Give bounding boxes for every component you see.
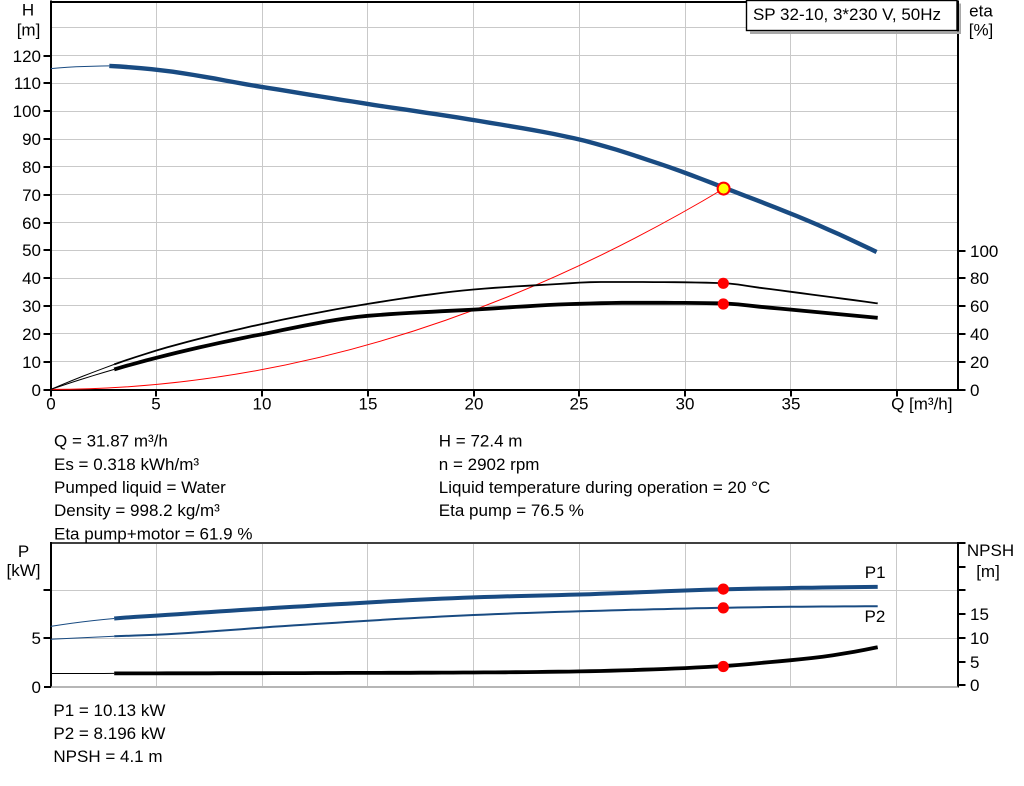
svg-text:P2: P2	[865, 607, 886, 626]
svg-text:5: 5	[970, 653, 979, 672]
svg-text:NPSH: NPSH	[967, 541, 1014, 560]
svg-text:Pumped liquid = Water: Pumped liquid = Water	[54, 478, 226, 497]
svg-text:[m]: [m]	[976, 562, 1000, 581]
svg-text:Es = 0.318 kWh/m³: Es = 0.318 kWh/m³	[54, 455, 199, 474]
svg-text:0: 0	[46, 395, 55, 414]
svg-text:5: 5	[32, 629, 41, 648]
svg-text:50: 50	[22, 241, 41, 260]
svg-text:120: 120	[13, 47, 41, 66]
svg-text:SP 32-10, 3*230 V, 50Hz: SP 32-10, 3*230 V, 50Hz	[753, 5, 941, 24]
svg-text:Density = 998.2 kg/m³: Density = 998.2 kg/m³	[54, 501, 220, 520]
svg-text:90: 90	[22, 130, 41, 149]
svg-text:35: 35	[782, 395, 801, 414]
svg-text:30: 30	[22, 297, 41, 316]
svg-text:10: 10	[22, 353, 41, 372]
svg-text:110: 110	[14, 74, 41, 93]
svg-text:30: 30	[676, 395, 695, 414]
svg-text:P1: P1	[865, 563, 886, 582]
svg-text:20: 20	[22, 325, 41, 344]
svg-text:10: 10	[970, 629, 989, 648]
svg-text:Eta pump = 76.5 %: Eta pump = 76.5 %	[439, 501, 584, 520]
svg-text:80: 80	[22, 158, 41, 177]
svg-text:10: 10	[253, 395, 272, 414]
svg-text:0: 0	[970, 381, 979, 400]
svg-text:25: 25	[570, 395, 589, 414]
svg-text:0: 0	[970, 676, 979, 695]
svg-text:15: 15	[359, 395, 378, 414]
svg-text:0: 0	[32, 678, 41, 697]
svg-text:eta: eta	[969, 2, 993, 21]
svg-text:100: 100	[13, 102, 41, 121]
svg-text:40: 40	[970, 325, 989, 344]
svg-text:40: 40	[22, 269, 41, 288]
svg-text:[m]: [m]	[17, 20, 41, 39]
svg-text:Q = 31.87 m³/h: Q = 31.87 m³/h	[54, 432, 168, 451]
svg-text:H: H	[22, 0, 34, 19]
svg-text:P1 = 10.13 kW: P1 = 10.13 kW	[53, 701, 165, 720]
svg-text:15: 15	[970, 605, 989, 624]
svg-text:P2 = 8.196 kW: P2 = 8.196 kW	[53, 724, 165, 743]
svg-text:70: 70	[22, 186, 41, 205]
svg-text:n = 2902 rpm: n = 2902 rpm	[439, 455, 540, 474]
svg-text:Liquid temperature during oper: Liquid temperature during operation = 20…	[439, 478, 770, 497]
svg-text:60: 60	[970, 297, 989, 316]
svg-text:100: 100	[970, 242, 998, 261]
svg-text:H = 72.4 m: H = 72.4 m	[439, 432, 523, 451]
svg-text:60: 60	[22, 214, 41, 233]
svg-text:P: P	[18, 542, 29, 561]
svg-text:20: 20	[970, 353, 989, 372]
svg-text:5: 5	[151, 395, 160, 414]
svg-text:Eta pump+motor = 61.9 %: Eta pump+motor = 61.9 %	[54, 524, 252, 543]
svg-text:NPSH = 4.1 m: NPSH = 4.1 m	[53, 747, 162, 766]
svg-text:20: 20	[465, 395, 484, 414]
svg-text:0: 0	[32, 381, 41, 400]
svg-text:Q [m³/h]: Q [m³/h]	[891, 395, 952, 414]
svg-text:[%]: [%]	[969, 20, 994, 39]
svg-text:80: 80	[970, 269, 989, 288]
svg-text:[kW]: [kW]	[7, 561, 41, 580]
